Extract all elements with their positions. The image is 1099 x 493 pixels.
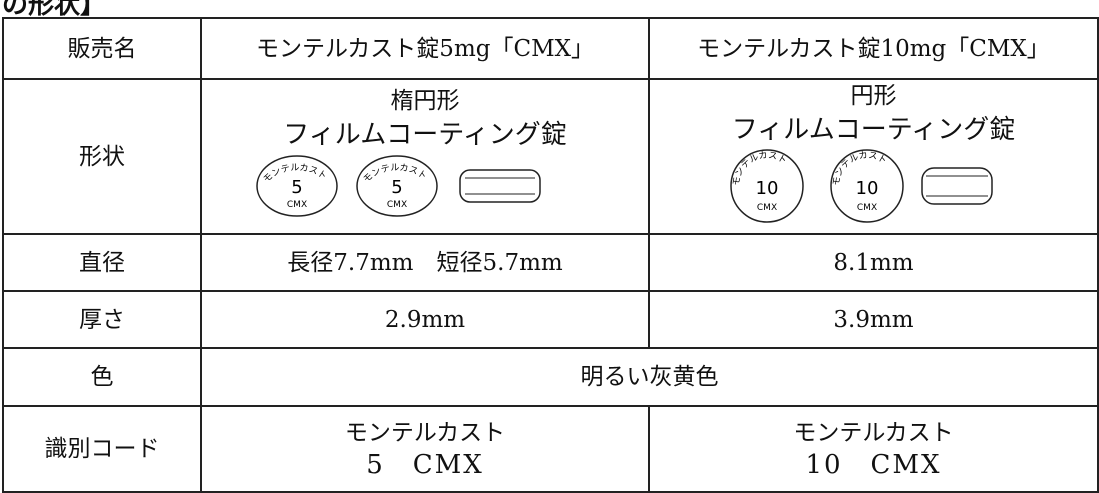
cell: 2.9mm <box>200 290 650 349</box>
spec-table: 販売名 モンテルカスト錠5mg「CMX」 モンテルカスト錠10mg「CMX」 形… <box>2 17 1099 493</box>
imprint-number: 10 <box>855 178 878 199</box>
cell: 直径 <box>2 233 202 292</box>
text: フィルムコーティング錠 <box>283 120 567 150</box>
cell: 楕円形 フィルムコーティング錠 モンテルカスト 5 CMX モンテルカスト 5 … <box>200 78 650 235</box>
diameter-row: 直径 長径7.7mm 短径5.7mm 8.1mm <box>2 233 1099 292</box>
cell: 3.9mm <box>648 290 1099 349</box>
cell: 販売名 <box>2 17 202 80</box>
imprint-mark: CMX <box>387 200 407 210</box>
tablet-front <box>729 149 804 223</box>
color-row: 色 明るい灰黄色 <box>2 347 1099 407</box>
code-row: 識別コード モンテルカスト 5 CMX モンテルカスト 10 CMX <box>2 405 1099 493</box>
cell: 色 <box>2 347 202 407</box>
heading: の形状】 <box>2 0 107 20</box>
text: 楕円形 <box>390 88 460 114</box>
cell: 長径7.7mm 短径5.7mm <box>200 233 650 292</box>
thickness-row: 厚さ 2.9mm 3.9mm <box>2 290 1099 349</box>
text: 円形 <box>850 83 897 109</box>
tablet-side <box>920 167 993 205</box>
imprint-number: 10 <box>755 178 778 199</box>
cell: 円形 フィルムコーティング錠 モンテルカスト 10 CMX モンテルカスト 10… <box>648 78 1099 235</box>
cell: モンテルカスト錠5mg「CMX」 <box>200 17 650 80</box>
imprint-mark: CMX <box>756 203 776 213</box>
imprint-mark: CMX <box>856 203 876 213</box>
tablet-side <box>459 169 541 203</box>
cell: モンテルカスト錠10mg「CMX」 <box>648 17 1099 80</box>
cell: 識別コード <box>2 405 202 493</box>
tablet-drawing: モンテルカスト 10 CMX モンテルカスト 10 CMX <box>729 149 993 223</box>
text: 10 CMX <box>805 450 942 480</box>
header-row: 販売名 モンテルカスト錠5mg「CMX」 モンテルカスト錠10mg「CMX」 <box>2 17 1099 80</box>
cell: 厚さ <box>2 290 202 349</box>
text: 5 CMX <box>366 450 484 480</box>
imprint-number: 5 <box>391 177 402 198</box>
shape-row: 形状 楕円形 フィルムコーティング錠 モンテルカスト 5 CMX モンテルカスト… <box>2 78 1099 235</box>
tablet-drawing: モンテルカスト 5 CMX モンテルカスト 5 CMX <box>256 155 541 217</box>
text: モンテルカスト <box>344 420 506 446</box>
tablet-back <box>356 155 438 217</box>
imprint-number: 5 <box>291 177 302 198</box>
tablet-front <box>256 155 338 217</box>
cell: モンテルカスト 10 CMX <box>648 405 1099 493</box>
cell: モンテルカスト 5 CMX <box>200 405 650 493</box>
text: モンテルカスト <box>793 420 954 446</box>
cell: 形状 <box>2 78 202 235</box>
imprint-mark: CMX <box>287 200 307 210</box>
text: フィルムコーティング錠 <box>731 115 1016 145</box>
cell: 明るい灰黄色 <box>200 347 1099 407</box>
tablet-back <box>829 149 904 223</box>
cell: 8.1mm <box>648 233 1099 292</box>
